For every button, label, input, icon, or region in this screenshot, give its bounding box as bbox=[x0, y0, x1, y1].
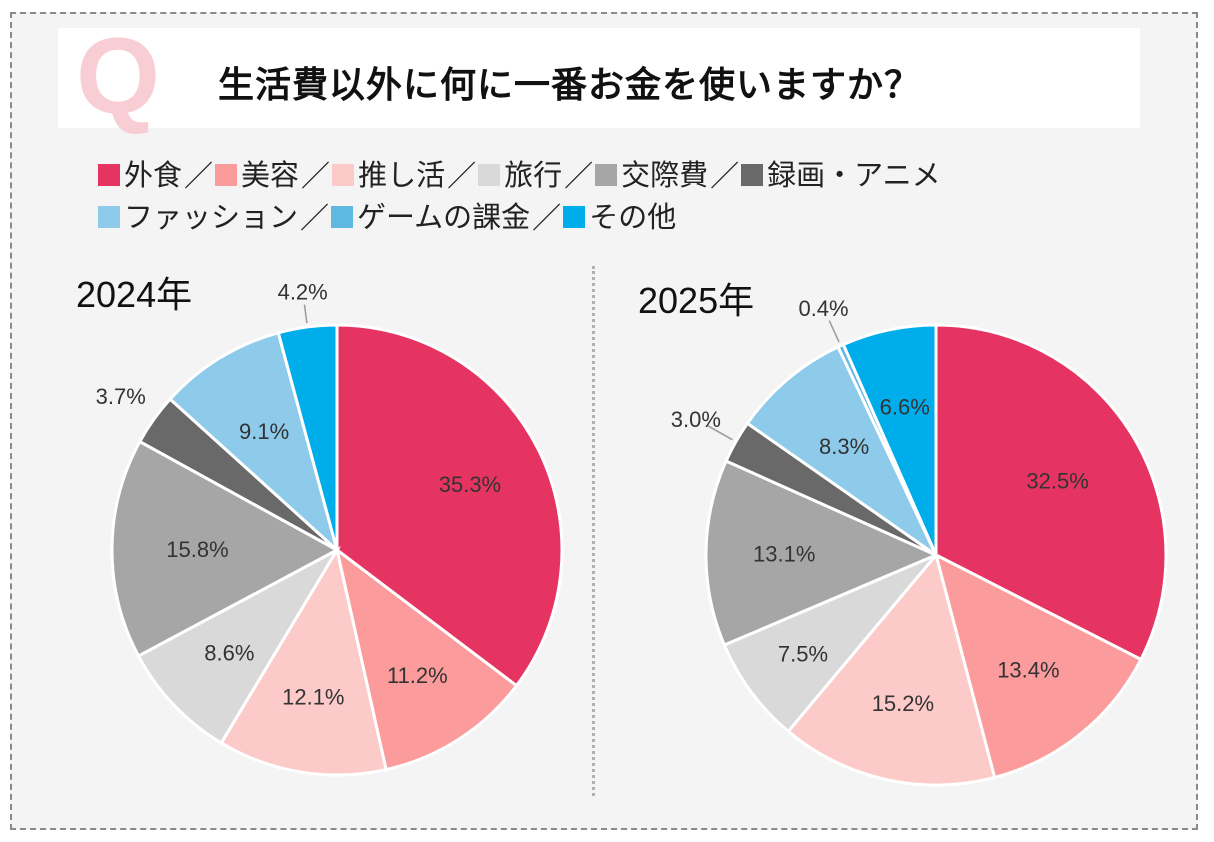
legend-label: その他 bbox=[589, 200, 677, 234]
data-label-beauty: 11.2% bbox=[387, 663, 448, 688]
legend-swatch bbox=[331, 206, 354, 228]
legend-item-beauty: 美容 bbox=[215, 154, 299, 196]
legend-item-travel: 旅行 bbox=[478, 154, 562, 196]
pie-slice-oshikatsu bbox=[219, 546, 388, 777]
legend-swatch bbox=[741, 164, 764, 186]
legend-swatch bbox=[98, 164, 120, 186]
legend-label: 録画・アニメ bbox=[767, 158, 941, 192]
chart-title: 生活費以外に何に一番お金を使いますか？ bbox=[218, 65, 922, 106]
data-label-fashion: 9.1% bbox=[239, 419, 289, 444]
pie-2025年: 32.5% 13.4% 15.2% 7.5% 13.1% 3.0% 8.3% 0.4% 6.6% bbox=[671, 296, 1168, 787]
legend-swatch bbox=[98, 206, 120, 228]
data-label-oshikatsu: 15.2% bbox=[872, 691, 934, 716]
pie-slice-social bbox=[110, 439, 341, 658]
data-label-social: 13.1% bbox=[753, 542, 815, 567]
legend-swatch bbox=[478, 164, 501, 186]
pie-slice-travel bbox=[722, 553, 938, 734]
legend-label: 推し活 bbox=[358, 158, 446, 192]
legend-swatch bbox=[215, 164, 238, 186]
legend-label: 旅行 bbox=[504, 158, 563, 192]
pie-2024年: 35.3% 11.2% 12.1% 8.6% 15.8% 3.7% 9.1% 4.2% bbox=[96, 279, 564, 777]
pie-slice-other bbox=[841, 323, 938, 556]
leader-line-anime bbox=[707, 425, 733, 441]
data-label-other: 4.2% bbox=[278, 279, 328, 304]
data-label-anime: 3.7% bbox=[96, 384, 146, 409]
legend-item-gaming: ゲームの課金 bbox=[331, 196, 530, 238]
pie-slice-dining bbox=[934, 323, 1168, 662]
pie-slice-beauty bbox=[334, 546, 519, 772]
legend-separator: ／ bbox=[301, 159, 331, 193]
data-label-travel: 8.6% bbox=[204, 640, 254, 665]
chart-divider bbox=[592, 266, 595, 796]
legend-label: ファッション bbox=[124, 200, 299, 234]
data-label-fashion: 8.3% bbox=[819, 434, 869, 459]
leader-line-other bbox=[303, 304, 308, 324]
year-label-2024: 2024年 bbox=[76, 274, 193, 315]
legend-separator: ／ bbox=[184, 159, 214, 193]
data-label-social: 15.8% bbox=[166, 537, 228, 562]
title-box bbox=[58, 28, 1140, 128]
data-label-travel: 7.5% bbox=[778, 642, 828, 667]
pie-slice-beauty bbox=[933, 552, 1143, 780]
data-label-dining: 32.5% bbox=[1026, 468, 1088, 493]
legend-item-oshikatsu: 推し活 bbox=[332, 154, 445, 196]
pie-slice-social bbox=[704, 459, 940, 647]
legend: 外食／美容／推し活／旅行／交際費／録画・アニメ ファッション／ゲームの課金／その… bbox=[98, 154, 1158, 238]
q-mark: Q bbox=[76, 15, 161, 136]
data-label-other: 6.6% bbox=[880, 394, 930, 419]
data-label-dining: 35.3% bbox=[439, 472, 501, 497]
legend-item-fashion: ファッション bbox=[98, 196, 298, 238]
pie-slice-fashion bbox=[745, 344, 940, 560]
legend-label: ゲームの課金 bbox=[357, 200, 531, 234]
legend-swatch bbox=[332, 164, 355, 186]
pie-slice-other bbox=[276, 323, 339, 551]
pie-slice-dining bbox=[335, 323, 564, 688]
data-label-beauty: 13.4% bbox=[997, 658, 1059, 683]
data-label-gaming: 0.4% bbox=[798, 296, 848, 321]
legend-item-other: その他 bbox=[563, 196, 676, 238]
data-label-oshikatsu: 12.1% bbox=[282, 685, 344, 710]
year-label-2025: 2025年 bbox=[638, 280, 755, 321]
leader-line-gaming bbox=[828, 320, 840, 343]
pie-slice-fashion bbox=[167, 330, 340, 555]
legend-separator: ／ bbox=[532, 201, 562, 235]
legend-item-social: 交際費 bbox=[595, 154, 708, 196]
legend-row-1: 外食／美容／推し活／旅行／交際費／録画・アニメ bbox=[98, 154, 1158, 196]
legend-separator: ／ bbox=[710, 159, 740, 193]
legend-swatch bbox=[563, 206, 586, 228]
legend-item-dining: 外食 bbox=[98, 154, 182, 196]
data-label-anime: 3.0% bbox=[671, 407, 721, 432]
legend-item-anime: 録画・アニメ bbox=[741, 154, 941, 196]
legend-separator: ／ bbox=[300, 201, 330, 235]
pie-slice-travel bbox=[136, 546, 342, 746]
legend-separator: ／ bbox=[447, 159, 477, 193]
pie-slice-oshikatsu bbox=[786, 551, 997, 787]
legend-separator: ／ bbox=[564, 159, 594, 193]
legend-label: 美容 bbox=[241, 158, 300, 192]
legend-label: 外食 bbox=[124, 158, 183, 192]
legend-row-2: ファッション／ゲームの課金／その他 bbox=[98, 196, 1158, 238]
legend-label: 交際費 bbox=[621, 158, 709, 192]
legend-swatch bbox=[595, 164, 618, 186]
